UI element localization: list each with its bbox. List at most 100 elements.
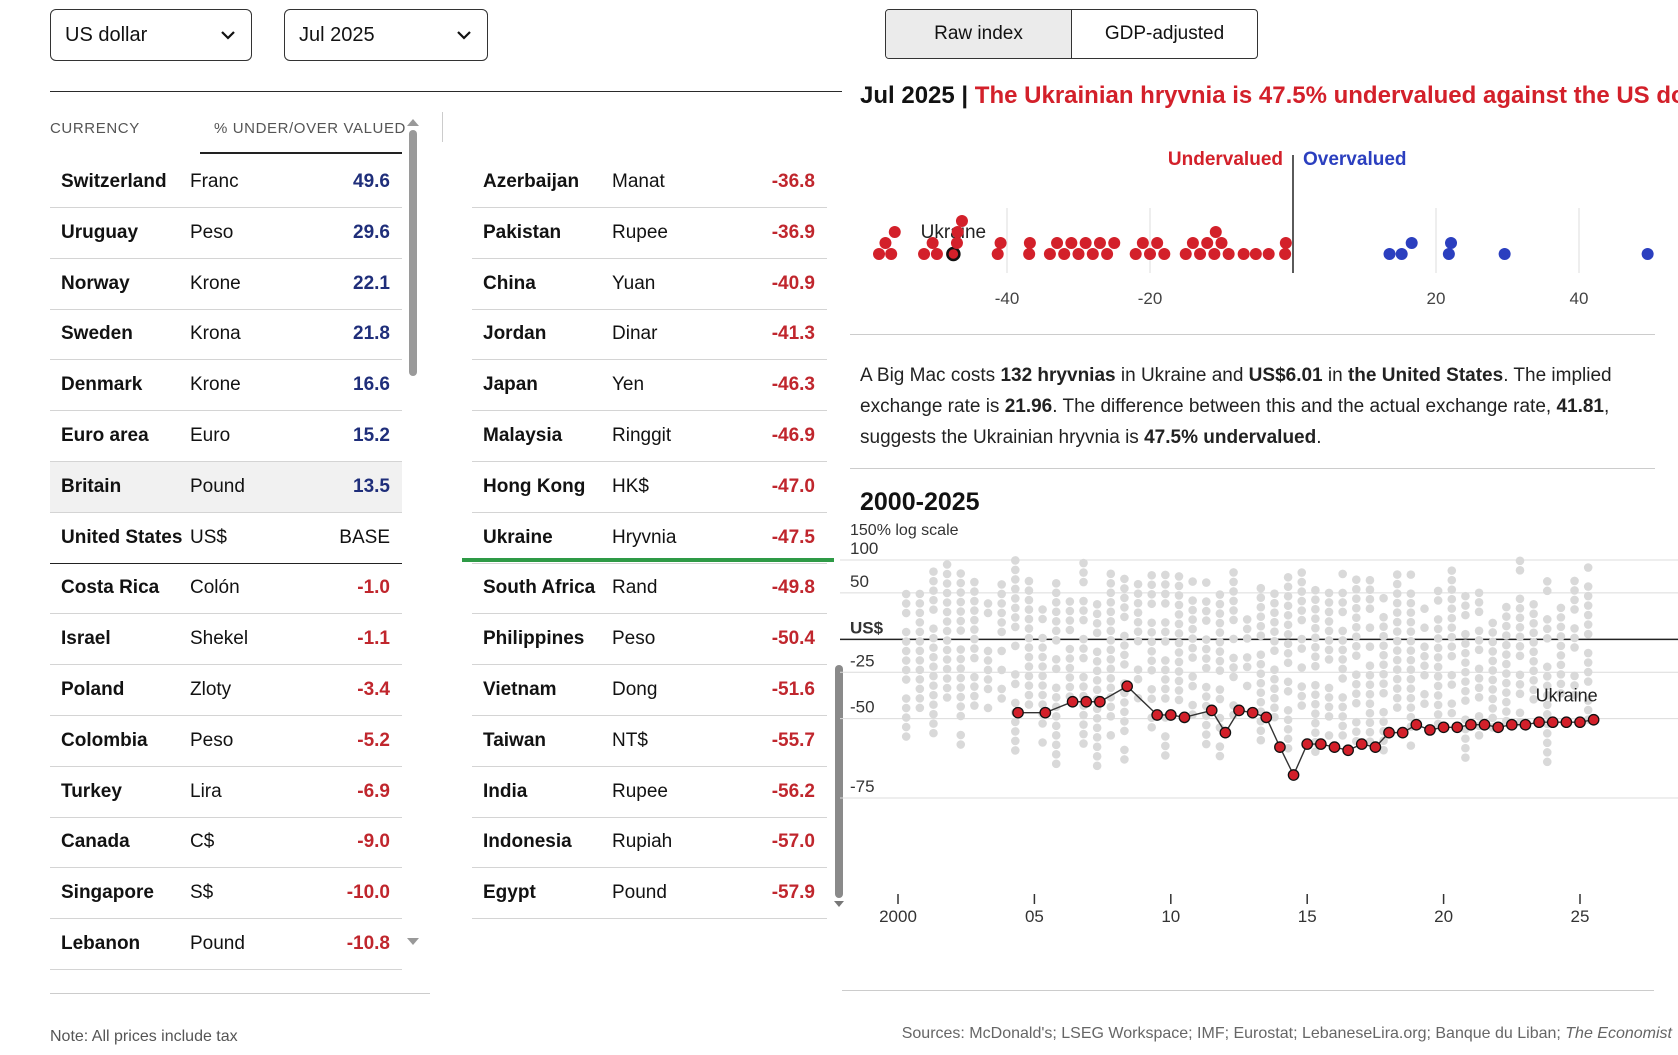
table-row[interactable]: Israel Shekel -1.1 bbox=[50, 614, 402, 666]
data-point[interactable] bbox=[930, 248, 943, 260]
series-point[interactable] bbox=[1437, 721, 1450, 734]
series-point[interactable] bbox=[1314, 738, 1327, 750]
data-point[interactable] bbox=[1158, 248, 1171, 260]
table-row[interactable]: Malaysia Ringgit -46.9 bbox=[472, 411, 827, 462]
series-point[interactable] bbox=[1587, 713, 1600, 726]
right-scrollbar[interactable] bbox=[835, 665, 843, 898]
series-point[interactable] bbox=[1178, 711, 1191, 724]
data-point[interactable] bbox=[950, 237, 963, 249]
series-point[interactable] bbox=[1151, 709, 1164, 721]
data-point[interactable] bbox=[1186, 237, 1199, 249]
scroll-down-icon[interactable] bbox=[406, 937, 420, 947]
data-point[interactable] bbox=[1151, 237, 1164, 249]
series-point[interactable] bbox=[1410, 718, 1423, 731]
data-point[interactable] bbox=[1072, 248, 1085, 260]
data-point[interactable] bbox=[1201, 237, 1214, 249]
series-point[interactable] bbox=[1094, 695, 1106, 708]
table-row[interactable]: Colombia Peso -5.2 bbox=[50, 716, 402, 767]
series-point[interactable] bbox=[1383, 726, 1395, 739]
series-point[interactable] bbox=[1274, 741, 1286, 753]
table-row[interactable]: Uruguay Peso 29.6 bbox=[50, 208, 402, 259]
data-point[interactable] bbox=[1086, 248, 1099, 260]
data-point[interactable] bbox=[1498, 248, 1511, 260]
series-point[interactable] bbox=[1424, 724, 1436, 736]
data-point[interactable] bbox=[1262, 248, 1275, 260]
series-point[interactable] bbox=[1505, 718, 1518, 731]
table-row[interactable]: Indonesia Rupiah -57.0 bbox=[472, 817, 827, 869]
table-row[interactable]: Turkey Lira -6.9 bbox=[50, 767, 402, 818]
data-point[interactable] bbox=[1194, 248, 1207, 260]
table-row[interactable]: Lebanon Pound -10.8 bbox=[50, 919, 402, 970]
table-row[interactable]: Poland Zloty -3.4 bbox=[50, 665, 402, 716]
table-row[interactable]: South Africa Rand -49.8 bbox=[472, 563, 827, 615]
table-row[interactable]: Jordan Dinar -41.3 bbox=[472, 309, 827, 361]
data-point[interactable] bbox=[991, 248, 1004, 260]
data-point[interactable] bbox=[1144, 248, 1156, 260]
table-row[interactable]: Ukraine Hryvnia -47.5 bbox=[472, 513, 827, 564]
toggle-gdp-adjusted[interactable]: GDP-adjusted bbox=[1104, 23, 1225, 44]
table-row[interactable]: Britain Pound 13.5 bbox=[50, 461, 402, 513]
col-header-value[interactable]: % UNDER/OVER VALUED bbox=[214, 120, 406, 137]
series-point[interactable] bbox=[1560, 716, 1573, 729]
series-point[interactable] bbox=[1301, 738, 1314, 750]
table-row[interactable]: Switzerland Franc 49.6 bbox=[50, 157, 402, 208]
table-row[interactable]: Singapore S$ -10.0 bbox=[50, 868, 402, 920]
data-point[interactable] bbox=[1445, 237, 1458, 249]
data-point[interactable] bbox=[1023, 237, 1036, 249]
table-row[interactable]: Canada C$ -9.0 bbox=[50, 817, 402, 869]
series-point[interactable] bbox=[1396, 726, 1409, 739]
data-point[interactable] bbox=[1279, 237, 1292, 249]
data-point[interactable] bbox=[1108, 237, 1121, 249]
data-point[interactable] bbox=[918, 248, 931, 260]
left-scrollbar[interactable] bbox=[409, 130, 417, 376]
data-point[interactable] bbox=[1079, 237, 1092, 249]
table-row[interactable]: Pakistan Rupee -36.9 bbox=[472, 208, 827, 259]
series-point[interactable] bbox=[1233, 704, 1245, 717]
data-point[interactable] bbox=[1249, 248, 1262, 260]
table-row[interactable]: Egypt Pound -57.9 bbox=[472, 868, 827, 920]
series-point[interactable] bbox=[1451, 721, 1464, 734]
sort-up-icon[interactable] bbox=[406, 117, 420, 127]
table-row[interactable]: Sweden Krona 21.8 bbox=[50, 309, 402, 361]
table-row[interactable]: Vietnam Dong -51.6 bbox=[472, 665, 827, 716]
data-point[interactable] bbox=[1093, 237, 1106, 249]
series-point[interactable] bbox=[1574, 716, 1586, 729]
series-point[interactable] bbox=[1355, 738, 1368, 750]
data-point[interactable] bbox=[1051, 237, 1064, 249]
data-point[interactable] bbox=[1208, 248, 1221, 260]
table-row[interactable]: Hong Kong HK$ -47.0 bbox=[472, 462, 827, 513]
data-point[interactable] bbox=[1395, 248, 1408, 260]
data-point[interactable] bbox=[951, 226, 964, 238]
data-point[interactable] bbox=[1136, 237, 1149, 249]
table-row[interactable]: Azerbaijan Manat -36.8 bbox=[472, 157, 827, 208]
toggle-raw-index[interactable]: Raw index bbox=[886, 10, 1072, 58]
data-point[interactable] bbox=[1237, 248, 1250, 260]
table-row[interactable]: Euro area Euro 15.2 bbox=[50, 411, 402, 462]
series-point[interactable] bbox=[1121, 680, 1134, 693]
data-point[interactable] bbox=[1383, 248, 1396, 260]
data-point[interactable] bbox=[955, 215, 968, 227]
series-point[interactable] bbox=[1039, 706, 1052, 719]
series-point[interactable] bbox=[1219, 726, 1232, 739]
data-point[interactable] bbox=[994, 237, 1007, 249]
date-select[interactable]: Jul 2025 bbox=[284, 9, 488, 61]
series-point[interactable] bbox=[1287, 769, 1300, 781]
series-point[interactable] bbox=[1533, 716, 1545, 729]
currency-select[interactable]: US dollar bbox=[50, 9, 252, 61]
data-point[interactable] bbox=[1279, 248, 1292, 260]
series-point[interactable] bbox=[1465, 718, 1477, 731]
data-point[interactable] bbox=[1043, 248, 1056, 260]
series-point[interactable] bbox=[1546, 716, 1559, 729]
table-row[interactable]: Philippines Peso -50.4 bbox=[472, 614, 827, 666]
table-row[interactable]: India Rupee -56.2 bbox=[472, 767, 827, 818]
data-point[interactable] bbox=[873, 248, 886, 260]
data-point[interactable] bbox=[1065, 237, 1078, 249]
data-point[interactable] bbox=[1209, 226, 1222, 238]
table-row[interactable]: Norway Krone 22.1 bbox=[50, 259, 402, 310]
series-point[interactable] bbox=[1246, 706, 1259, 719]
data-point[interactable] bbox=[1101, 248, 1114, 260]
series-point[interactable] bbox=[1342, 744, 1354, 757]
data-point[interactable] bbox=[1215, 237, 1228, 249]
data-point[interactable] bbox=[1222, 248, 1235, 260]
data-point[interactable] bbox=[1641, 248, 1654, 260]
